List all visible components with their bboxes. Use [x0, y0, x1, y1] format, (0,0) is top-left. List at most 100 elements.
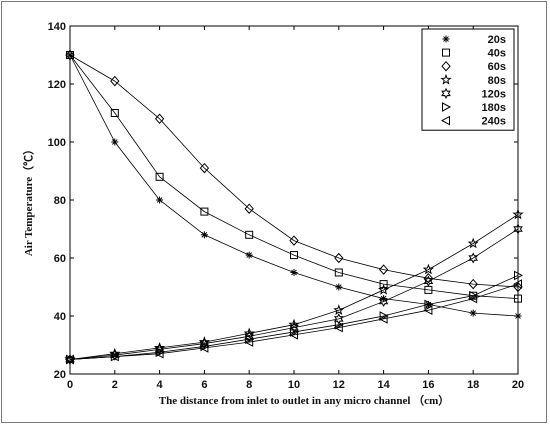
data-point	[334, 268, 343, 277]
legend-marker	[442, 48, 450, 57]
data-point	[467, 237, 479, 249]
data-point	[469, 290, 479, 301]
data-point	[156, 196, 164, 204]
data-point	[244, 337, 254, 347]
data-point	[109, 351, 119, 362]
x-tick-label: 10	[288, 379, 300, 391]
series-line	[69, 275, 519, 360]
data-point	[245, 230, 254, 239]
legend-item: 80s	[440, 73, 506, 87]
y-tick-label: 60	[54, 253, 66, 265]
x-tick-label: 2	[112, 379, 118, 391]
legend-label: 240s	[482, 116, 506, 128]
y-tick-label: 120	[48, 79, 66, 91]
data-point	[290, 251, 298, 260]
series-line	[69, 228, 519, 360]
data-point	[377, 283, 390, 295]
data-point	[379, 311, 389, 321]
data-point	[423, 275, 434, 287]
series-line	[69, 54, 519, 299]
data-point	[423, 273, 434, 284]
data-point	[199, 343, 209, 353]
legend-marker	[442, 35, 450, 43]
plot-area	[69, 25, 519, 375]
data-point	[290, 327, 300, 337]
x-tick-label: 6	[201, 379, 207, 391]
data-point	[468, 252, 479, 264]
data-point	[243, 327, 255, 339]
y-axis-label: Air Temperature（℃）	[22, 144, 35, 256]
data-point	[379, 280, 388, 289]
axis-ticks: 0 2 4 6 8 10 12 14 16 18 20 20 40 60 80 100 120 140	[48, 21, 524, 391]
legend-item: 20s	[442, 34, 506, 46]
legend-item: 240s	[440, 115, 506, 128]
data-point	[155, 347, 165, 358]
data-point	[335, 283, 343, 291]
legend-marker	[441, 87, 451, 99]
data-point	[468, 293, 478, 304]
data-point	[333, 304, 345, 315]
data-point	[334, 319, 344, 330]
x-tick-label: 18	[467, 379, 479, 391]
data-point	[244, 203, 254, 214]
data-point	[378, 314, 388, 324]
legend-label: 60s	[488, 61, 506, 73]
legend-item: 120s	[441, 87, 506, 100]
data-point	[110, 109, 119, 117]
data-point	[245, 334, 255, 345]
data-point	[469, 309, 477, 317]
x-tick-label: 8	[246, 379, 252, 391]
data-point	[423, 305, 433, 316]
y-tick-label: 100	[48, 137, 66, 149]
series-80s	[64, 208, 524, 365]
y-tick-label: 80	[54, 195, 66, 207]
data-point	[199, 162, 210, 174]
data-point	[154, 348, 164, 359]
y-tick-label: 20	[54, 369, 66, 381]
data-point	[110, 75, 120, 87]
data-point	[334, 252, 344, 264]
data-point	[200, 207, 209, 216]
data-point	[378, 295, 389, 308]
data-point	[333, 313, 344, 325]
data-point	[155, 172, 164, 181]
x-tick-label: 14	[377, 379, 390, 391]
data-point	[111, 138, 119, 146]
x-tick-label: 16	[422, 379, 434, 391]
legend-item: 40s	[442, 48, 506, 60]
data-point	[288, 318, 300, 330]
data-point	[290, 269, 298, 276]
legend-item: 60s	[441, 60, 506, 73]
legend-item: 180s	[442, 102, 506, 114]
y-tick-label: 140	[48, 21, 66, 33]
x-tick-label: 20	[512, 379, 524, 391]
legend-box	[421, 28, 515, 131]
legend-marker	[440, 73, 452, 85]
data-point	[154, 113, 165, 125]
x-tick-label: 0	[67, 379, 73, 391]
data-point	[200, 231, 208, 239]
x-axis-label: The distance from inlet to outlet in any…	[159, 394, 449, 407]
legend-label: 40s	[488, 48, 506, 60]
data-point	[422, 263, 435, 275]
series-180s	[66, 270, 524, 365]
legend-marker	[440, 115, 450, 126]
legend-marker	[442, 102, 452, 112]
y-tick-label: 40	[54, 311, 66, 323]
data-point	[424, 299, 434, 310]
series-line	[69, 54, 519, 288]
series-layer	[64, 49, 524, 366]
data-point	[200, 341, 210, 352]
data-point	[468, 278, 478, 290]
series-line	[69, 214, 519, 360]
legend-label: 120s	[482, 88, 506, 100]
legend-marker	[441, 60, 451, 72]
data-point	[380, 295, 388, 303]
series-line	[69, 283, 519, 360]
data-point	[289, 235, 299, 246]
data-point	[378, 264, 389, 275]
chart-frame: 0 2 4 6 8 10 12 14 16 18 20 20 40 60 80 100 120 140 The d…	[1, 1, 547, 423]
data-point	[288, 330, 298, 340]
